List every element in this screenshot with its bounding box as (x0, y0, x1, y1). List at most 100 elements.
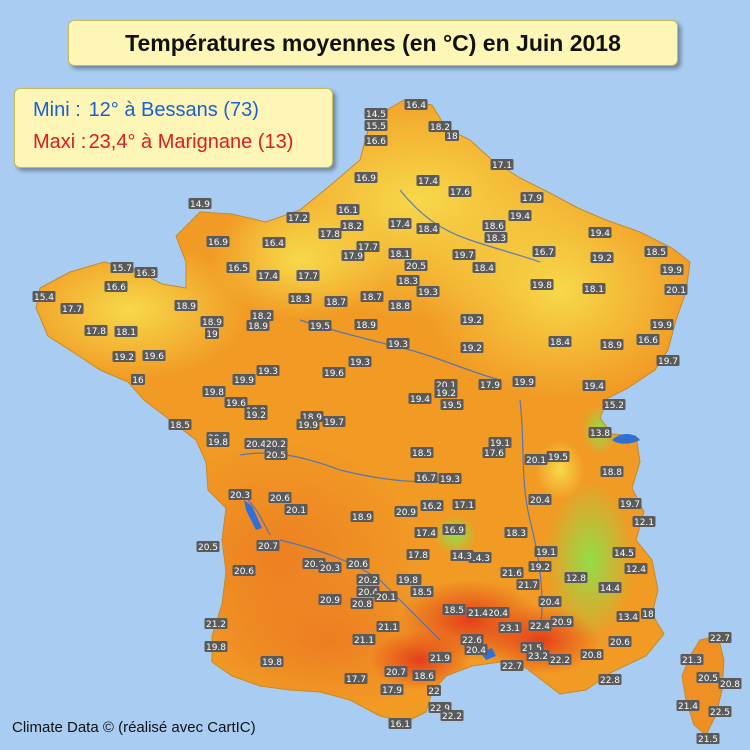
station-value: 14.3 (452, 552, 472, 562)
title-box: Températures moyennes (en °C) en Juin 20… (68, 20, 678, 66)
station-label: 18.3 (396, 275, 420, 287)
station-label: 20.5 (196, 541, 220, 553)
station-label-bg (204, 641, 228, 652)
station-value: 19.8 (204, 388, 224, 398)
station-value: 22.2 (550, 656, 570, 666)
station-label: 18.2 (428, 121, 452, 133)
station-value: 20.4 (488, 609, 508, 619)
station-value: 22.9 (430, 704, 450, 714)
station-label: 19.2 (460, 342, 484, 354)
station-label-bg (600, 339, 624, 350)
station-label-bg (174, 300, 198, 311)
station-value: 18.3 (506, 529, 526, 539)
station-label-bg (404, 260, 428, 271)
station-label: 19.7 (452, 249, 476, 261)
station-label-bg (188, 198, 212, 209)
legend-maxi: Maxi : 23,4° à Marignane (13) (33, 131, 293, 154)
station-label: 22.2 (440, 710, 464, 722)
station-value: 17.4 (418, 177, 438, 187)
station-value: 17.8 (320, 230, 340, 240)
station-label-bg (288, 293, 312, 304)
station-label: 22.7 (500, 660, 524, 672)
station-value: 18.3 (398, 277, 418, 287)
station-label: 20.1 (374, 591, 398, 603)
station-label-bg (428, 121, 452, 132)
station-label: 20.2 (264, 438, 288, 450)
station-label-bg (680, 654, 704, 665)
station-value: 19.8 (206, 643, 226, 653)
station-label-bg (516, 579, 540, 590)
station-label: 21.5 (696, 733, 720, 745)
station-label: 20.7 (256, 540, 280, 552)
legend-mini-label: Mini : (33, 99, 81, 121)
station-value: 19.9 (234, 376, 254, 386)
station-label-bg (460, 314, 484, 325)
station-value: 19.6 (226, 399, 246, 409)
station-label: 18.9 (246, 320, 270, 332)
station-label: 17.7 (296, 270, 320, 282)
station-label: 18.3 (484, 232, 508, 244)
station-value: 17.9 (522, 194, 542, 204)
legend-box: Mini : 12° à Bessans (73) Maxi : 23,4° à… (14, 88, 333, 168)
station-value: 20.1 (286, 506, 306, 516)
station-label: 17.9 (380, 684, 404, 696)
station-value: 21.1 (378, 623, 398, 633)
station-label-bg (404, 99, 428, 110)
station-value: 18.9 (176, 302, 196, 312)
station-label: 16.6 (104, 281, 128, 293)
map-title: Températures moyennes (en °C) en Juin 20… (125, 29, 621, 56)
station-label: 18.1 (388, 248, 412, 260)
station-label-bg (228, 489, 252, 500)
station-label: 17.7 (60, 303, 84, 315)
station-label-bg (356, 574, 380, 585)
station-label: 19.7 (618, 498, 642, 510)
station-label: 19.3 (438, 473, 462, 485)
station-label: 18.3 (288, 293, 312, 305)
station-value: 19.3 (440, 475, 460, 485)
station-label: 17.1 (490, 159, 514, 171)
station-value: 16.6 (106, 283, 126, 293)
station-label: 18.6 (482, 220, 506, 232)
station-label: 19.2 (112, 351, 136, 363)
station-label: 17.7 (356, 241, 380, 253)
station-label-bg (350, 598, 374, 609)
station-value: 18.3 (290, 295, 310, 305)
station-label: 15.2 (602, 399, 626, 411)
station-label: 19.8 (206, 436, 230, 448)
station-label-bg (588, 427, 612, 438)
station-value: 19.5 (310, 322, 330, 332)
station-value: 18.9 (352, 513, 372, 523)
station-label: 23.2 (526, 650, 550, 662)
station-label-bg (442, 524, 466, 535)
station-value: 18.9 (302, 413, 322, 423)
station-label-bg (204, 618, 228, 629)
station-label-bg (468, 552, 492, 563)
station-label-bg (232, 565, 256, 576)
station-label: 19.8 (260, 656, 284, 668)
station-label-bg (486, 607, 510, 618)
station-label-bg (548, 336, 572, 347)
station-label-bg (482, 220, 506, 231)
station-value: 14.4 (600, 584, 620, 594)
station-label-bg (142, 350, 166, 361)
station-value: 19.4 (590, 229, 610, 239)
station-value: 19.7 (658, 357, 678, 367)
station-value: 18.2 (430, 123, 450, 133)
station-value: 13.4 (618, 613, 638, 623)
station-label: 16.9 (354, 172, 378, 184)
station-label: 19.7 (656, 355, 680, 367)
station-label-bg (318, 594, 342, 605)
credit-text: Climate Data © (réalisé avec CartIC) (12, 719, 256, 736)
station-label-bg (388, 300, 412, 311)
station-label-bg (324, 296, 348, 307)
station-label: 19.4 (508, 210, 532, 222)
station-value: 21.1 (354, 636, 374, 646)
station-value: 17.8 (408, 551, 428, 561)
station-label-bg (490, 159, 514, 170)
station-value: 20.4 (466, 646, 486, 656)
station-label-bg (134, 267, 158, 278)
station-label-bg (598, 674, 622, 685)
station-label: 19.9 (650, 319, 674, 331)
station-label-bg (588, 227, 612, 238)
